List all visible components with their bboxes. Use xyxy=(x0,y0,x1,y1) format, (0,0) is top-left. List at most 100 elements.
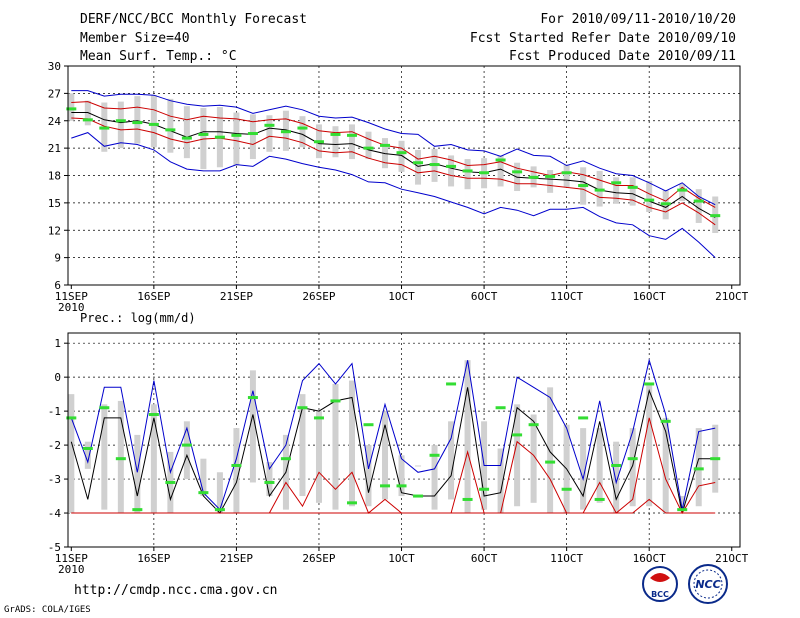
bcc-logo-swirl xyxy=(650,573,670,582)
x-tick-year: 2010 xyxy=(58,301,85,314)
obs-marker xyxy=(264,480,275,484)
spread-bar xyxy=(497,448,504,514)
spread-bar xyxy=(233,112,240,166)
x-tick-label: 1OCT xyxy=(388,290,415,303)
obs-marker xyxy=(479,171,490,175)
x-tick-label: 16SEP xyxy=(137,290,170,303)
x-tick-label: 1OCT xyxy=(388,552,415,565)
obs-marker xyxy=(297,406,308,410)
x-tick-label: 21OCT xyxy=(715,290,748,303)
obs-marker xyxy=(396,151,407,155)
obs-marker xyxy=(231,133,242,137)
obs-marker xyxy=(363,423,374,427)
x-tick-label: 26SEP xyxy=(302,290,335,303)
x-tick-label: 16OCT xyxy=(633,552,666,565)
bcc-logo: BCC xyxy=(642,566,678,602)
ncc-logo-text: NCC xyxy=(695,578,720,591)
obs-marker xyxy=(82,446,93,450)
spread-bar xyxy=(266,462,273,497)
spread-bar xyxy=(695,428,702,507)
bcc-logo-text: BCC xyxy=(651,590,669,599)
y-tick-label: 0 xyxy=(54,371,61,384)
obs-marker xyxy=(479,487,490,491)
spread-bar xyxy=(415,465,422,467)
obs-marker xyxy=(99,126,110,130)
chart-title: DERF/NCC/BCC Monthly Forecast xyxy=(80,12,307,27)
spread-bar xyxy=(679,183,686,202)
spread-bar xyxy=(266,115,273,152)
obs-marker xyxy=(380,143,391,147)
spread-bar xyxy=(167,98,174,153)
obs-marker xyxy=(561,487,572,491)
obs-marker xyxy=(346,133,357,137)
y-tick-label: -1 xyxy=(48,405,61,418)
obs-marker xyxy=(578,184,589,188)
y-tick-label: 24 xyxy=(48,115,62,128)
produced-date: Fcst Produced Date 2010/09/11 xyxy=(509,49,736,64)
obs-marker xyxy=(594,497,605,501)
spread-bar xyxy=(629,177,636,206)
spread-bar xyxy=(398,455,405,497)
y-tick-label: 27 xyxy=(48,87,61,100)
forecast-period: For 2010/09/11-2010/10/20 xyxy=(540,12,736,27)
source-url[interactable]: http://cmdp.ncc.cma.gov.cn xyxy=(74,583,278,598)
start-date: Fcst Started Refer Date 2010/09/10 xyxy=(469,31,736,46)
obs-marker xyxy=(247,132,258,136)
series-line-lower xyxy=(71,117,716,226)
obs-marker xyxy=(495,406,506,410)
x-tick-label: 11SEP xyxy=(55,290,88,303)
spread-bar xyxy=(68,394,75,514)
obs-marker xyxy=(396,484,407,488)
variable-label: Mean Surf. Temp.: °C xyxy=(80,49,237,64)
x-tick-label: 21SEP xyxy=(220,552,253,565)
spread-bar xyxy=(299,394,306,497)
obs-marker xyxy=(462,497,473,501)
y-tick-label: -2 xyxy=(48,439,61,452)
y-tick-label: -5 xyxy=(48,541,61,554)
obs-marker xyxy=(446,382,457,386)
y-tick-label: -3 xyxy=(48,473,61,486)
obs-marker xyxy=(132,508,143,512)
y-tick-label: 6 xyxy=(54,279,61,292)
y-tick-label: 1 xyxy=(54,337,61,350)
spread-bar xyxy=(514,404,521,507)
obs-marker xyxy=(280,457,291,461)
obs-marker xyxy=(198,132,209,136)
obs-marker xyxy=(231,463,242,467)
spread-bar xyxy=(68,93,75,121)
obs-marker xyxy=(693,467,704,471)
spread-bar xyxy=(448,155,455,187)
precip-title: Prec.: log(mm/d) xyxy=(80,311,196,325)
y-tick-label: 21 xyxy=(48,142,61,155)
obs-marker xyxy=(165,128,176,132)
x-tick-label: 11OCT xyxy=(550,290,583,303)
spread-bar xyxy=(382,411,389,500)
spread-bar xyxy=(365,445,372,507)
obs-marker xyxy=(677,188,688,192)
obs-marker xyxy=(644,382,655,386)
series-line-min xyxy=(71,132,716,258)
spread-bar xyxy=(134,434,141,514)
x-tick-label: 6OCT xyxy=(471,290,498,303)
obs-marker xyxy=(82,118,93,122)
series-line-max xyxy=(70,358,716,511)
spread-bar xyxy=(299,116,306,148)
x-tick-label: 21SEP xyxy=(220,290,253,303)
x-tick-label: 26SEP xyxy=(302,552,335,565)
obs-marker xyxy=(280,130,291,134)
spread-bar xyxy=(150,95,157,148)
obs-marker xyxy=(528,175,539,179)
x-tick-label: 11OCT xyxy=(550,552,583,565)
spread-bar xyxy=(315,411,322,503)
spread-bar xyxy=(348,124,355,160)
x-tick-label: 16SEP xyxy=(137,552,170,565)
obs-marker xyxy=(247,396,258,400)
obs-marker xyxy=(330,399,341,403)
spread-bar xyxy=(646,383,653,507)
obs-marker xyxy=(710,457,721,461)
x-tick-year: 2010 xyxy=(58,563,85,576)
y-tick-label: 9 xyxy=(54,252,61,265)
spread-bar xyxy=(547,170,554,193)
y-tick-label: 30 xyxy=(48,60,61,73)
spread-bar xyxy=(348,380,355,507)
